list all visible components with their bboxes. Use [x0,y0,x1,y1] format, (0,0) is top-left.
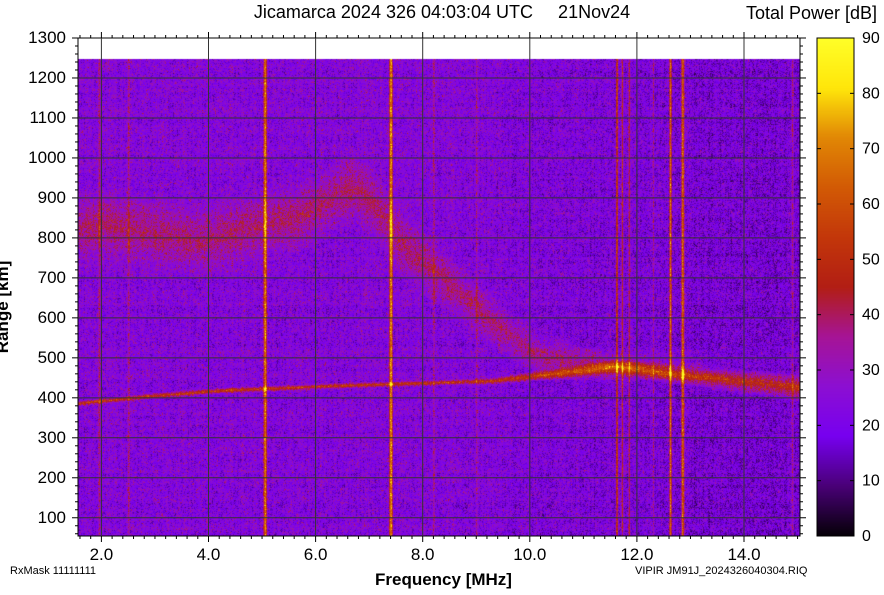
svg-text:400: 400 [38,388,66,407]
svg-text:300: 300 [38,428,66,447]
svg-text:10.0: 10.0 [513,545,546,564]
svg-text:900: 900 [38,188,66,207]
svg-text:30: 30 [862,362,880,379]
svg-text:60: 60 [862,196,880,213]
svg-text:600: 600 [38,308,66,327]
svg-text:6.0: 6.0 [304,545,328,564]
svg-text:500: 500 [38,348,66,367]
svg-text:90: 90 [862,30,880,47]
svg-text:20: 20 [862,417,880,434]
svg-text:700: 700 [38,268,66,287]
svg-text:1200: 1200 [28,68,66,87]
svg-text:10: 10 [862,473,880,490]
svg-text:2.0: 2.0 [90,545,114,564]
svg-text:200: 200 [38,468,66,487]
svg-text:1300: 1300 [28,28,66,47]
svg-text:4.0: 4.0 [197,545,221,564]
svg-text:70: 70 [862,141,880,158]
svg-text:14.0: 14.0 [727,545,760,564]
svg-text:1100: 1100 [29,108,66,127]
svg-text:8.0: 8.0 [411,545,435,564]
svg-text:800: 800 [38,228,66,247]
svg-text:1000: 1000 [28,148,66,167]
svg-text:0: 0 [862,528,871,545]
svg-text:80: 80 [862,85,880,102]
svg-text:12.0: 12.0 [620,545,653,564]
svg-text:50: 50 [862,251,880,268]
svg-text:100: 100 [38,508,66,527]
svg-text:40: 40 [862,307,880,324]
